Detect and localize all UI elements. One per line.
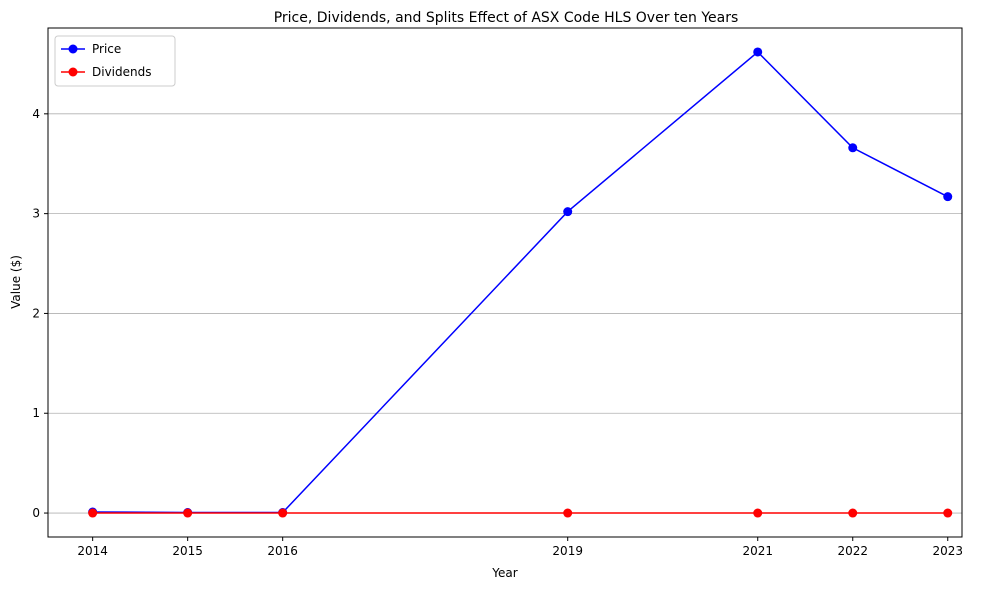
data-point-dividends [943, 508, 953, 518]
x-axis: 2014 2015 2016 2019 2021 2022 2023 [77, 537, 963, 558]
chart-title: Price, Dividends, and Splits Effect of A… [274, 10, 739, 26]
legend-label-price: Price [92, 42, 121, 56]
x-axis-label: Year [491, 566, 517, 580]
y-axis: 0 1 2 3 4 [32, 107, 48, 520]
data-point-dividends [183, 508, 193, 518]
data-point-dividends [753, 508, 763, 518]
y-axis-label: Value ($) [9, 255, 23, 309]
y-tick-label: 2 [32, 306, 40, 320]
data-point-price [753, 47, 763, 57]
x-tick-label: 2014 [77, 544, 108, 558]
data-point-dividends [278, 508, 288, 518]
x-tick-label: 2015 [172, 544, 203, 558]
x-tick-label: 2016 [267, 544, 298, 558]
data-point-price [563, 207, 573, 217]
data-point-price [848, 143, 858, 153]
y-tick-label: 0 [32, 506, 40, 520]
series-price [88, 47, 953, 518]
series-layer [88, 47, 953, 518]
legend-marker-price [68, 44, 78, 54]
y-tick-label: 4 [32, 107, 40, 121]
y-tick-label: 1 [32, 406, 40, 420]
x-tick-label: 2021 [742, 544, 773, 558]
series-dividends [88, 508, 953, 518]
data-point-dividends [563, 508, 573, 518]
plot-frame [47, 27, 963, 538]
x-tick-label: 2019 [552, 544, 583, 558]
legend: Price Dividends [54, 35, 176, 87]
x-tick-label: 2023 [932, 544, 963, 558]
legend-label-dividends: Dividends [92, 65, 151, 79]
data-point-price [943, 192, 953, 202]
y-tick-label: 3 [32, 207, 40, 221]
grid-lines [48, 113, 962, 514]
legend-marker-dividends [68, 67, 78, 77]
x-tick-label: 2022 [837, 544, 868, 558]
data-point-dividends [88, 508, 98, 518]
series-line-price [92, 50, 949, 514]
data-point-dividends [848, 508, 858, 518]
